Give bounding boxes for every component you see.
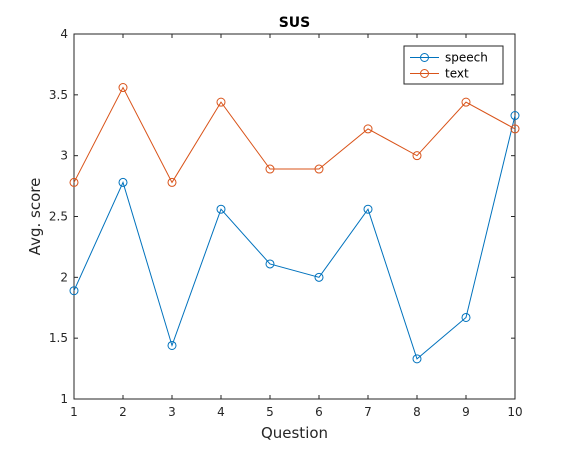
data-point-text — [216, 97, 226, 107]
data-point-text — [167, 177, 177, 187]
legend-label-text: text — [445, 67, 469, 81]
legend-marker-text — [420, 69, 429, 78]
series-line-speech — [73, 115, 516, 360]
data-point-text — [510, 124, 520, 134]
x-tick-label: 9 — [462, 405, 470, 419]
x-tick-label: 7 — [364, 405, 372, 419]
x-tick-label: 6 — [315, 405, 323, 419]
data-point-speech — [216, 204, 226, 214]
x-tick-label: 5 — [266, 405, 274, 419]
data-point-text — [265, 164, 275, 174]
data-point-text — [363, 124, 373, 134]
y-tick-label: 2.5 — [49, 210, 68, 224]
data-point-speech — [167, 340, 177, 350]
y-tick-label: 1 — [60, 392, 68, 406]
data-point-speech — [363, 204, 373, 214]
data-point-text — [118, 83, 128, 93]
data-point-text — [314, 164, 324, 174]
legend: speech text — [403, 45, 504, 85]
y-axis-title: Avg. score — [26, 178, 44, 256]
y-axis-ticks: 1 1.5 2 2.5 3 3.5 4 — [49, 27, 515, 406]
data-point-text — [461, 97, 471, 107]
legend-label-speech: speech — [445, 51, 488, 65]
x-tick-label: 4 — [217, 405, 225, 419]
series-layer — [69, 83, 520, 364]
x-tick-label: 10 — [507, 405, 522, 419]
legend-marker-speech — [420, 53, 429, 62]
x-tick-label: 2 — [119, 405, 127, 419]
data-point-speech — [461, 312, 471, 322]
data-point-speech — [314, 272, 324, 282]
data-point-text — [412, 151, 422, 161]
x-tick-label: 3 — [168, 405, 176, 419]
x-tick-label: 8 — [413, 405, 421, 419]
data-point-speech — [265, 259, 275, 269]
data-point-text — [69, 177, 79, 187]
data-point-speech — [510, 111, 520, 121]
y-tick-label: 4 — [60, 27, 68, 41]
y-tick-label: 3.5 — [49, 88, 68, 102]
series-line-text — [73, 86, 516, 184]
x-axis-ticks: 1 2 3 4 5 6 7 8 9 10 — [70, 34, 523, 419]
plot-area — [73, 33, 516, 400]
y-tick-label: 3 — [60, 149, 68, 163]
y-tick-label: 1.5 — [49, 331, 68, 345]
x-axis-title: Question — [261, 424, 328, 442]
x-tick-label: 1 — [70, 405, 78, 419]
chart-title: SUS — [279, 15, 311, 31]
data-point-speech — [412, 354, 422, 364]
data-point-speech — [118, 177, 128, 187]
legend-box — [403, 45, 504, 85]
y-tick-label: 2 — [60, 270, 68, 284]
data-point-speech — [69, 286, 79, 296]
